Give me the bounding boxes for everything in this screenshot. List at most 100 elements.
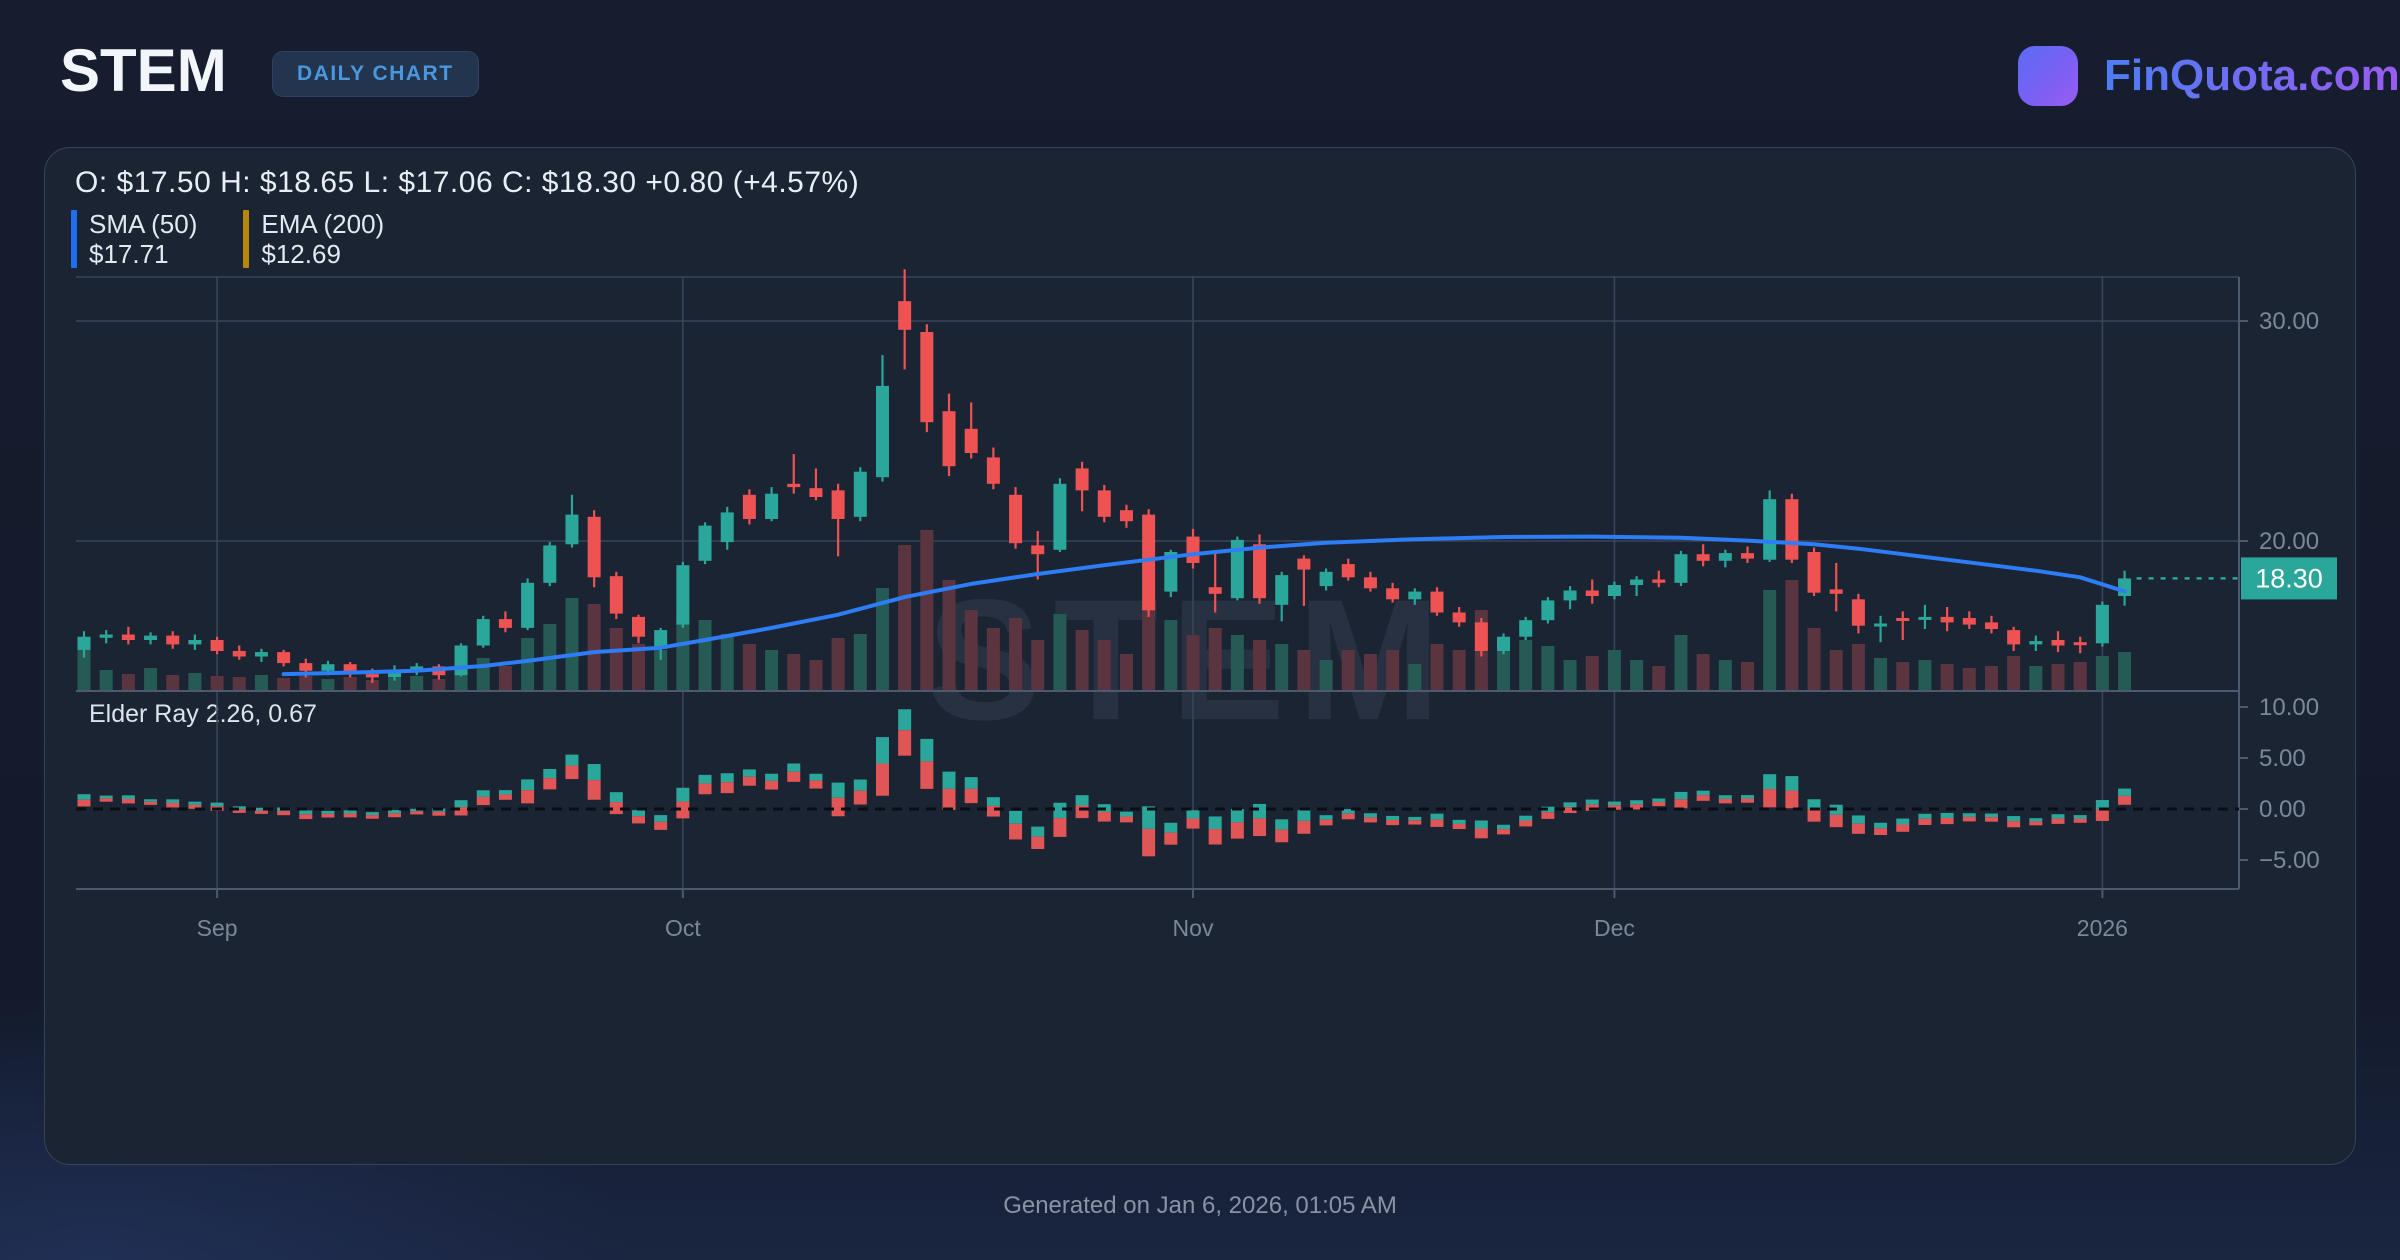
elder-ray-bull-bar xyxy=(1652,798,1666,802)
candle-body xyxy=(1430,591,1444,613)
elder-ray-bear-bar xyxy=(1142,828,1156,857)
elder-ray-bull-bar xyxy=(77,794,91,800)
elder-ray-bull-bar xyxy=(1851,815,1865,824)
volume-bar xyxy=(410,676,424,690)
elder-ray-bear-bar xyxy=(1430,819,1444,827)
candle-body xyxy=(942,411,956,467)
elder-ray-bull-bar xyxy=(1519,815,1533,821)
volume-bar xyxy=(1874,658,1888,690)
volume-bar xyxy=(565,598,579,690)
chart-type-badge[interactable]: DAILY CHART xyxy=(272,51,479,97)
elder-ray-bear-bar xyxy=(1009,823,1023,840)
elder-ray-bull-bar xyxy=(1940,812,1954,818)
candle-body xyxy=(1164,552,1178,592)
candle-body xyxy=(875,385,889,478)
elder-ray-bull-bar xyxy=(1275,819,1289,830)
elder-ray-bear-bar xyxy=(1319,819,1333,826)
ticker-title: STEM xyxy=(60,37,227,104)
elder-ray-bear-bar xyxy=(1253,818,1267,837)
elder-ray-bull-bar xyxy=(609,792,623,803)
elder-ray-bear-bar xyxy=(831,797,845,817)
elder-ray-bull-bar xyxy=(1763,774,1777,790)
volume-bar xyxy=(676,614,690,690)
candle-body xyxy=(1829,589,1843,594)
elder-ray-bull-bar xyxy=(365,812,379,816)
volume-bar xyxy=(898,545,912,690)
elder-ray-bull-bar xyxy=(1319,815,1333,820)
elder-ray-bull-bar xyxy=(166,799,180,803)
x-axis-tick-label: Dec xyxy=(1594,915,1635,941)
elder-ray-bull-bar xyxy=(1142,806,1156,829)
volume-bar xyxy=(2095,656,2109,690)
volume-bar xyxy=(1408,664,1422,690)
last-price-tag xyxy=(2241,557,2337,600)
candle-body xyxy=(299,663,313,671)
candle-body xyxy=(920,332,934,423)
finquota-logo-icon xyxy=(2018,46,2078,106)
indicator-legend: SMA (50) $17.71 EMA (200) $12.69 xyxy=(71,210,384,268)
elder-ray-bear-bar xyxy=(521,790,535,804)
candle-body xyxy=(1408,591,1422,600)
elder-ray-bear-bar xyxy=(1497,829,1511,835)
volume-bar xyxy=(1851,644,1865,690)
elder-ray-bull-bar xyxy=(1696,790,1710,796)
candle-body xyxy=(1785,499,1799,560)
elder-ray-bear-bar xyxy=(1186,818,1200,829)
elder-ray-bear-bar xyxy=(188,804,202,809)
elder-ray-bull-bar xyxy=(654,815,668,822)
elder-ray-bull-bar xyxy=(1474,820,1488,829)
elder-ray-bull-bar xyxy=(188,801,202,805)
elder-ray-bear-bar xyxy=(1053,818,1067,837)
candle-body xyxy=(410,666,424,670)
elder-ray-bear-bar xyxy=(1119,816,1133,823)
elder-ray-bear-bar xyxy=(277,810,291,816)
volume-bar xyxy=(1253,640,1267,690)
volume-bar xyxy=(1097,640,1111,690)
elder-ray-bear-bar xyxy=(1363,817,1377,823)
elder-ray-bull-bar xyxy=(1363,813,1377,818)
candle-body xyxy=(1984,622,1998,629)
elder-ray-bull-bar xyxy=(853,779,867,791)
candle-body xyxy=(1741,553,1754,559)
elder-ray-bear-bar xyxy=(1962,816,1976,822)
volume-bar xyxy=(254,675,268,690)
brand-link[interactable]: FinQuota.com xyxy=(2018,46,2400,106)
elder-ray-bear-bar xyxy=(2118,795,2132,805)
candle-body xyxy=(1718,553,1732,561)
sma50-line xyxy=(281,534,2127,677)
elder-ray-bull-bar xyxy=(1297,810,1311,821)
volume-bar xyxy=(632,644,645,690)
legend-item-ema200: EMA (200) $12.69 xyxy=(243,210,384,268)
volume-bar xyxy=(1053,614,1067,690)
y-axis-tick-label: 20.00 xyxy=(2259,528,2319,555)
elder-ray-bear-bar xyxy=(1851,823,1865,834)
elder-ray-bear-bar xyxy=(853,790,867,805)
elder-ray-bull-bar xyxy=(765,773,779,781)
elder-ray-bull-bar xyxy=(1031,826,1045,837)
elder-ray-bear-bar xyxy=(787,771,801,782)
elder-ray-bear-bar xyxy=(2051,818,2065,824)
elder-ray-bear-bar xyxy=(543,778,557,790)
volume-bar xyxy=(1363,654,1377,690)
candle-body xyxy=(2095,604,2109,644)
elder-ray-bear-bar xyxy=(1519,820,1533,827)
elder-ray-bull-bar xyxy=(1053,802,1067,819)
elder-ray-bear-bar xyxy=(77,799,91,807)
elder-ray-bear-bar xyxy=(454,807,468,816)
candle-body xyxy=(1519,620,1533,637)
elder-ray-bear-bar xyxy=(343,813,357,818)
elder-ray-label: Elder Ray 2.26, 0.67 xyxy=(89,700,317,728)
volume-bar xyxy=(587,604,601,690)
candle-body xyxy=(1541,600,1555,621)
price-chart: 18.30 30.00 20.00 10.00 5.00 0.00 −5.00 Sep Oct N… xyxy=(76,269,2337,941)
elder-ray-bear-bar xyxy=(1763,789,1777,808)
x-axis-tick-label: Nov xyxy=(1173,915,1214,941)
volume-bar xyxy=(1009,618,1023,690)
volume-bar xyxy=(343,677,357,690)
elder-ray-bear-bar xyxy=(1741,798,1754,803)
elder-ray-bear-bar xyxy=(1607,805,1621,810)
elder-ray-bear-bar xyxy=(1075,805,1089,819)
elder-ray-bull-bar xyxy=(1009,810,1023,824)
candle-body xyxy=(166,635,180,645)
candle-body xyxy=(1230,539,1244,599)
